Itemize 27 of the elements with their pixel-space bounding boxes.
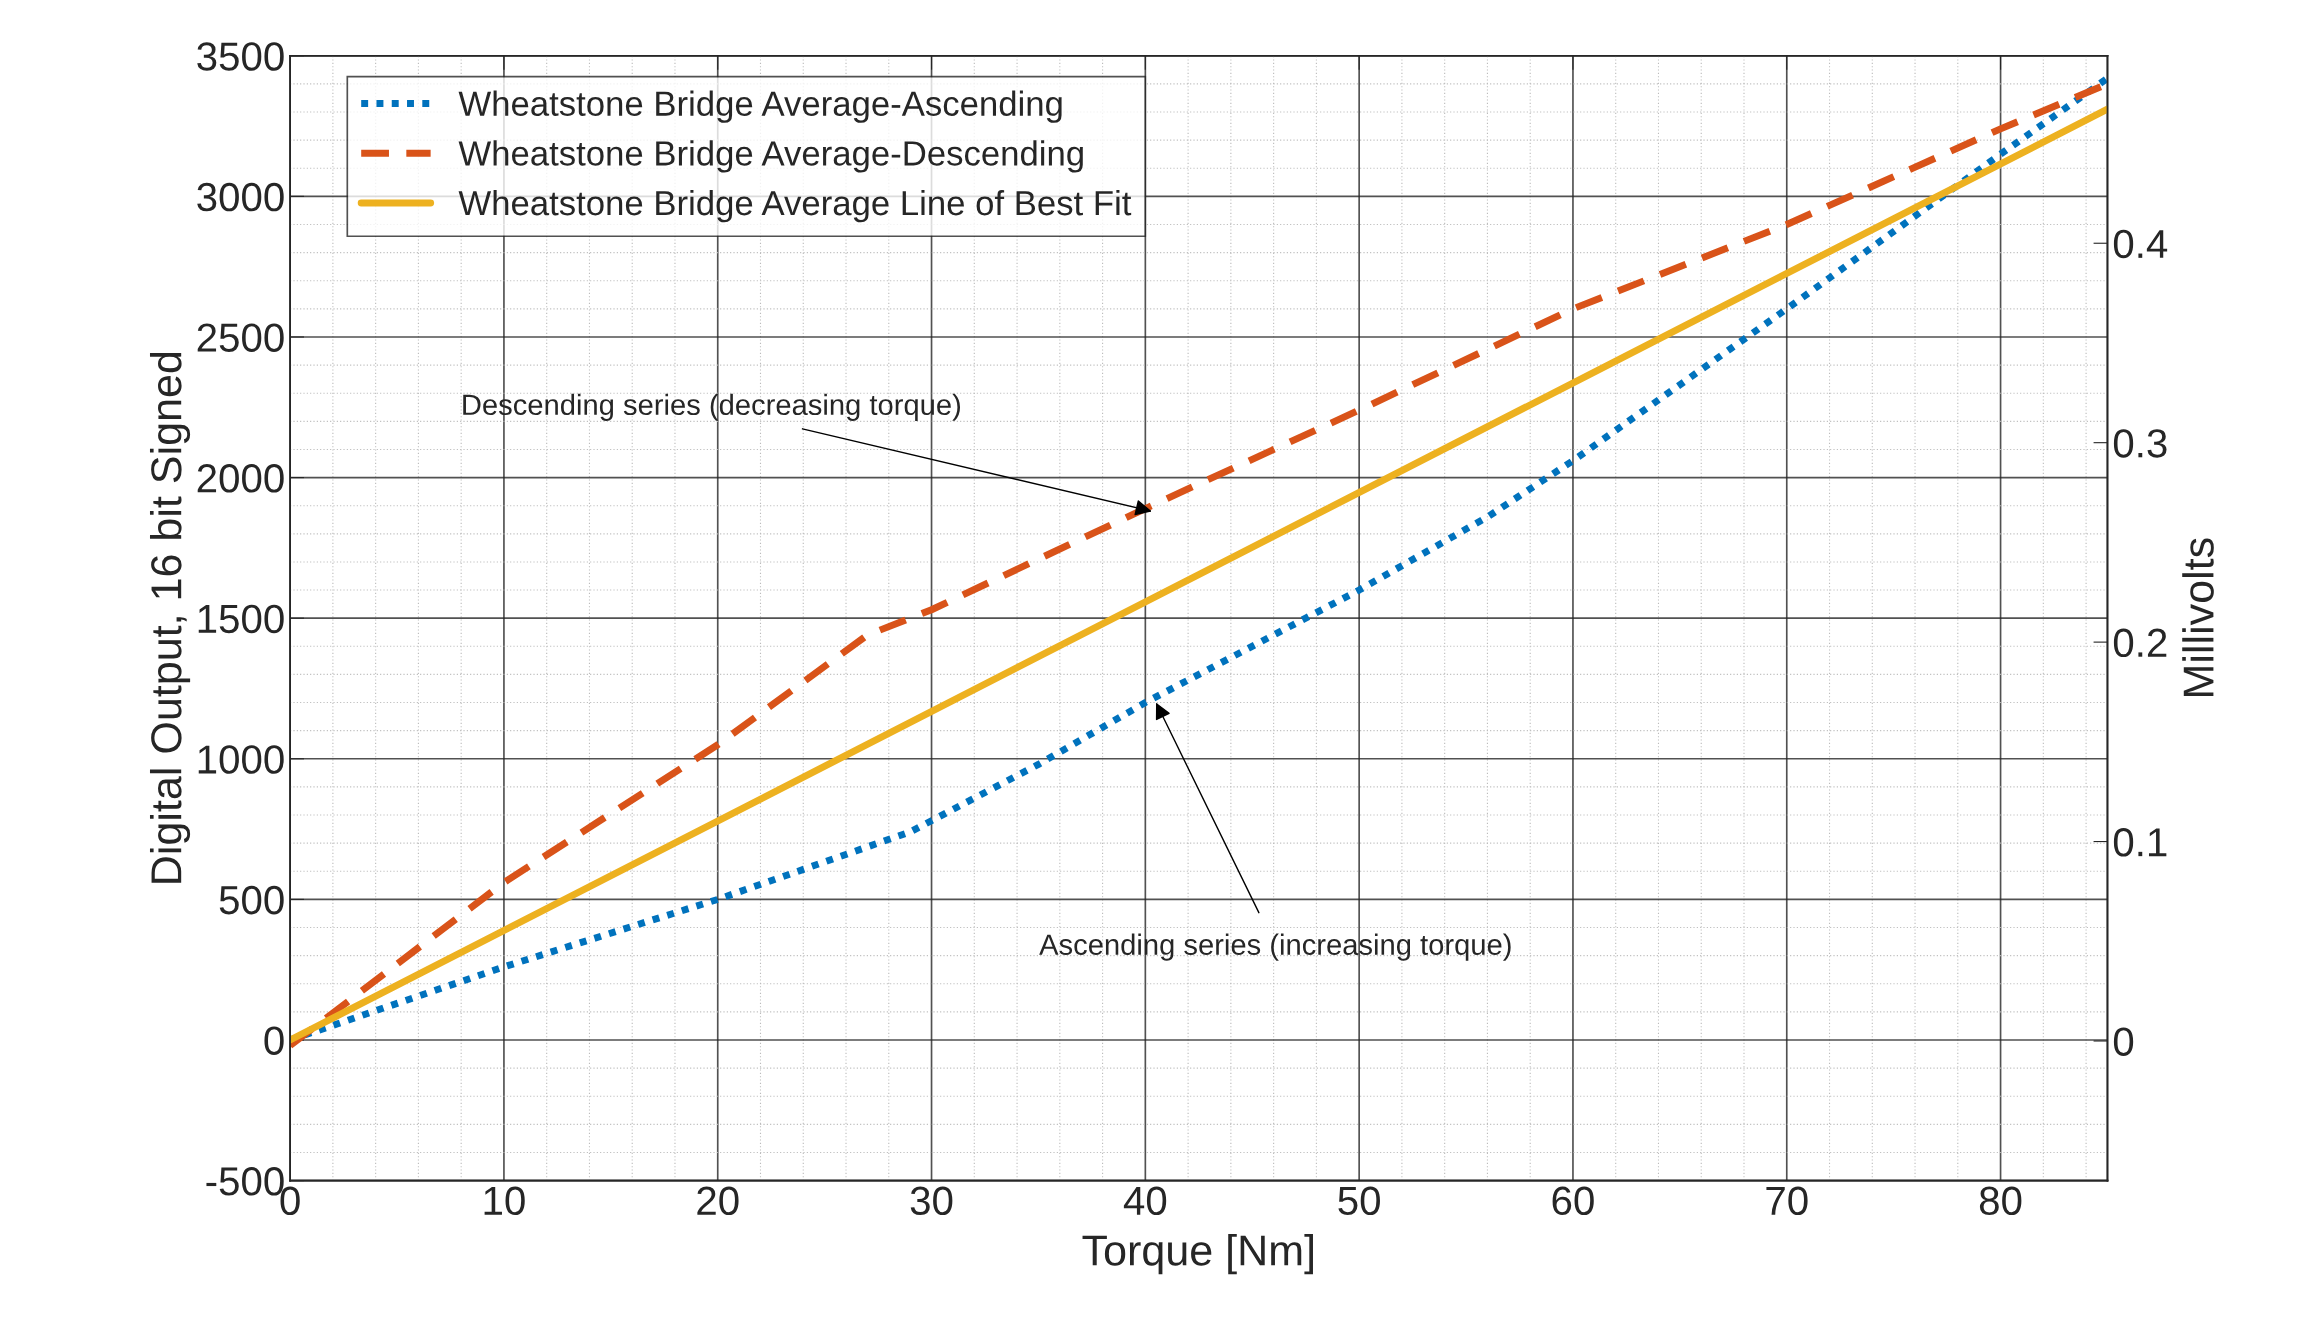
y-tick-label: 2000: [197, 464, 284, 493]
y-tick-label: 3000: [197, 182, 284, 212]
x-tick-label: 70: [1766, 1186, 1808, 1216]
y-tick-label: 500: [219, 885, 284, 915]
y-tick-label: 1500: [198, 604, 284, 634]
x-tick-label: 60: [1552, 1186, 1594, 1216]
x-axis-title: Torque [Nm]: [1082, 1234, 1313, 1275]
y2-tick-label: 0.1: [2113, 828, 2167, 857]
x-tick-label: 10: [484, 1186, 525, 1216]
legend-label: Wheatstone Bridge Average-Descending: [458, 140, 1083, 173]
y2-tick-label: 0.2: [2113, 628, 2167, 658]
y-tick-label: 1000: [198, 745, 284, 774]
y2-tick-label: 0: [2113, 1027, 2134, 1056]
x-tick-label: 80: [1979, 1186, 2022, 1216]
y2-axis-title: Millivolts: [2182, 538, 2214, 696]
x-tick-label: 50: [1338, 1186, 1380, 1216]
legend-label: Wheatstone Bridge Average Line of Best Fit: [458, 189, 1132, 223]
y2-tick-label: 0.4: [2113, 229, 2168, 259]
y-tick-label: 3500: [197, 42, 284, 71]
x-tick-label: 20: [697, 1186, 739, 1216]
y-tick-label: 2500: [197, 323, 284, 352]
y-axis-title: Digital Output, 16 bit Signed: [149, 352, 191, 883]
y2-tick-label: 0.3: [2113, 429, 2167, 458]
legend-label: Wheatstone Bridge Average-Ascending: [458, 90, 1062, 123]
x-tick-label: 40: [1123, 1186, 1167, 1216]
y-tick-label: 0: [264, 1026, 284, 1055]
x-tick-label: 30: [910, 1186, 953, 1216]
